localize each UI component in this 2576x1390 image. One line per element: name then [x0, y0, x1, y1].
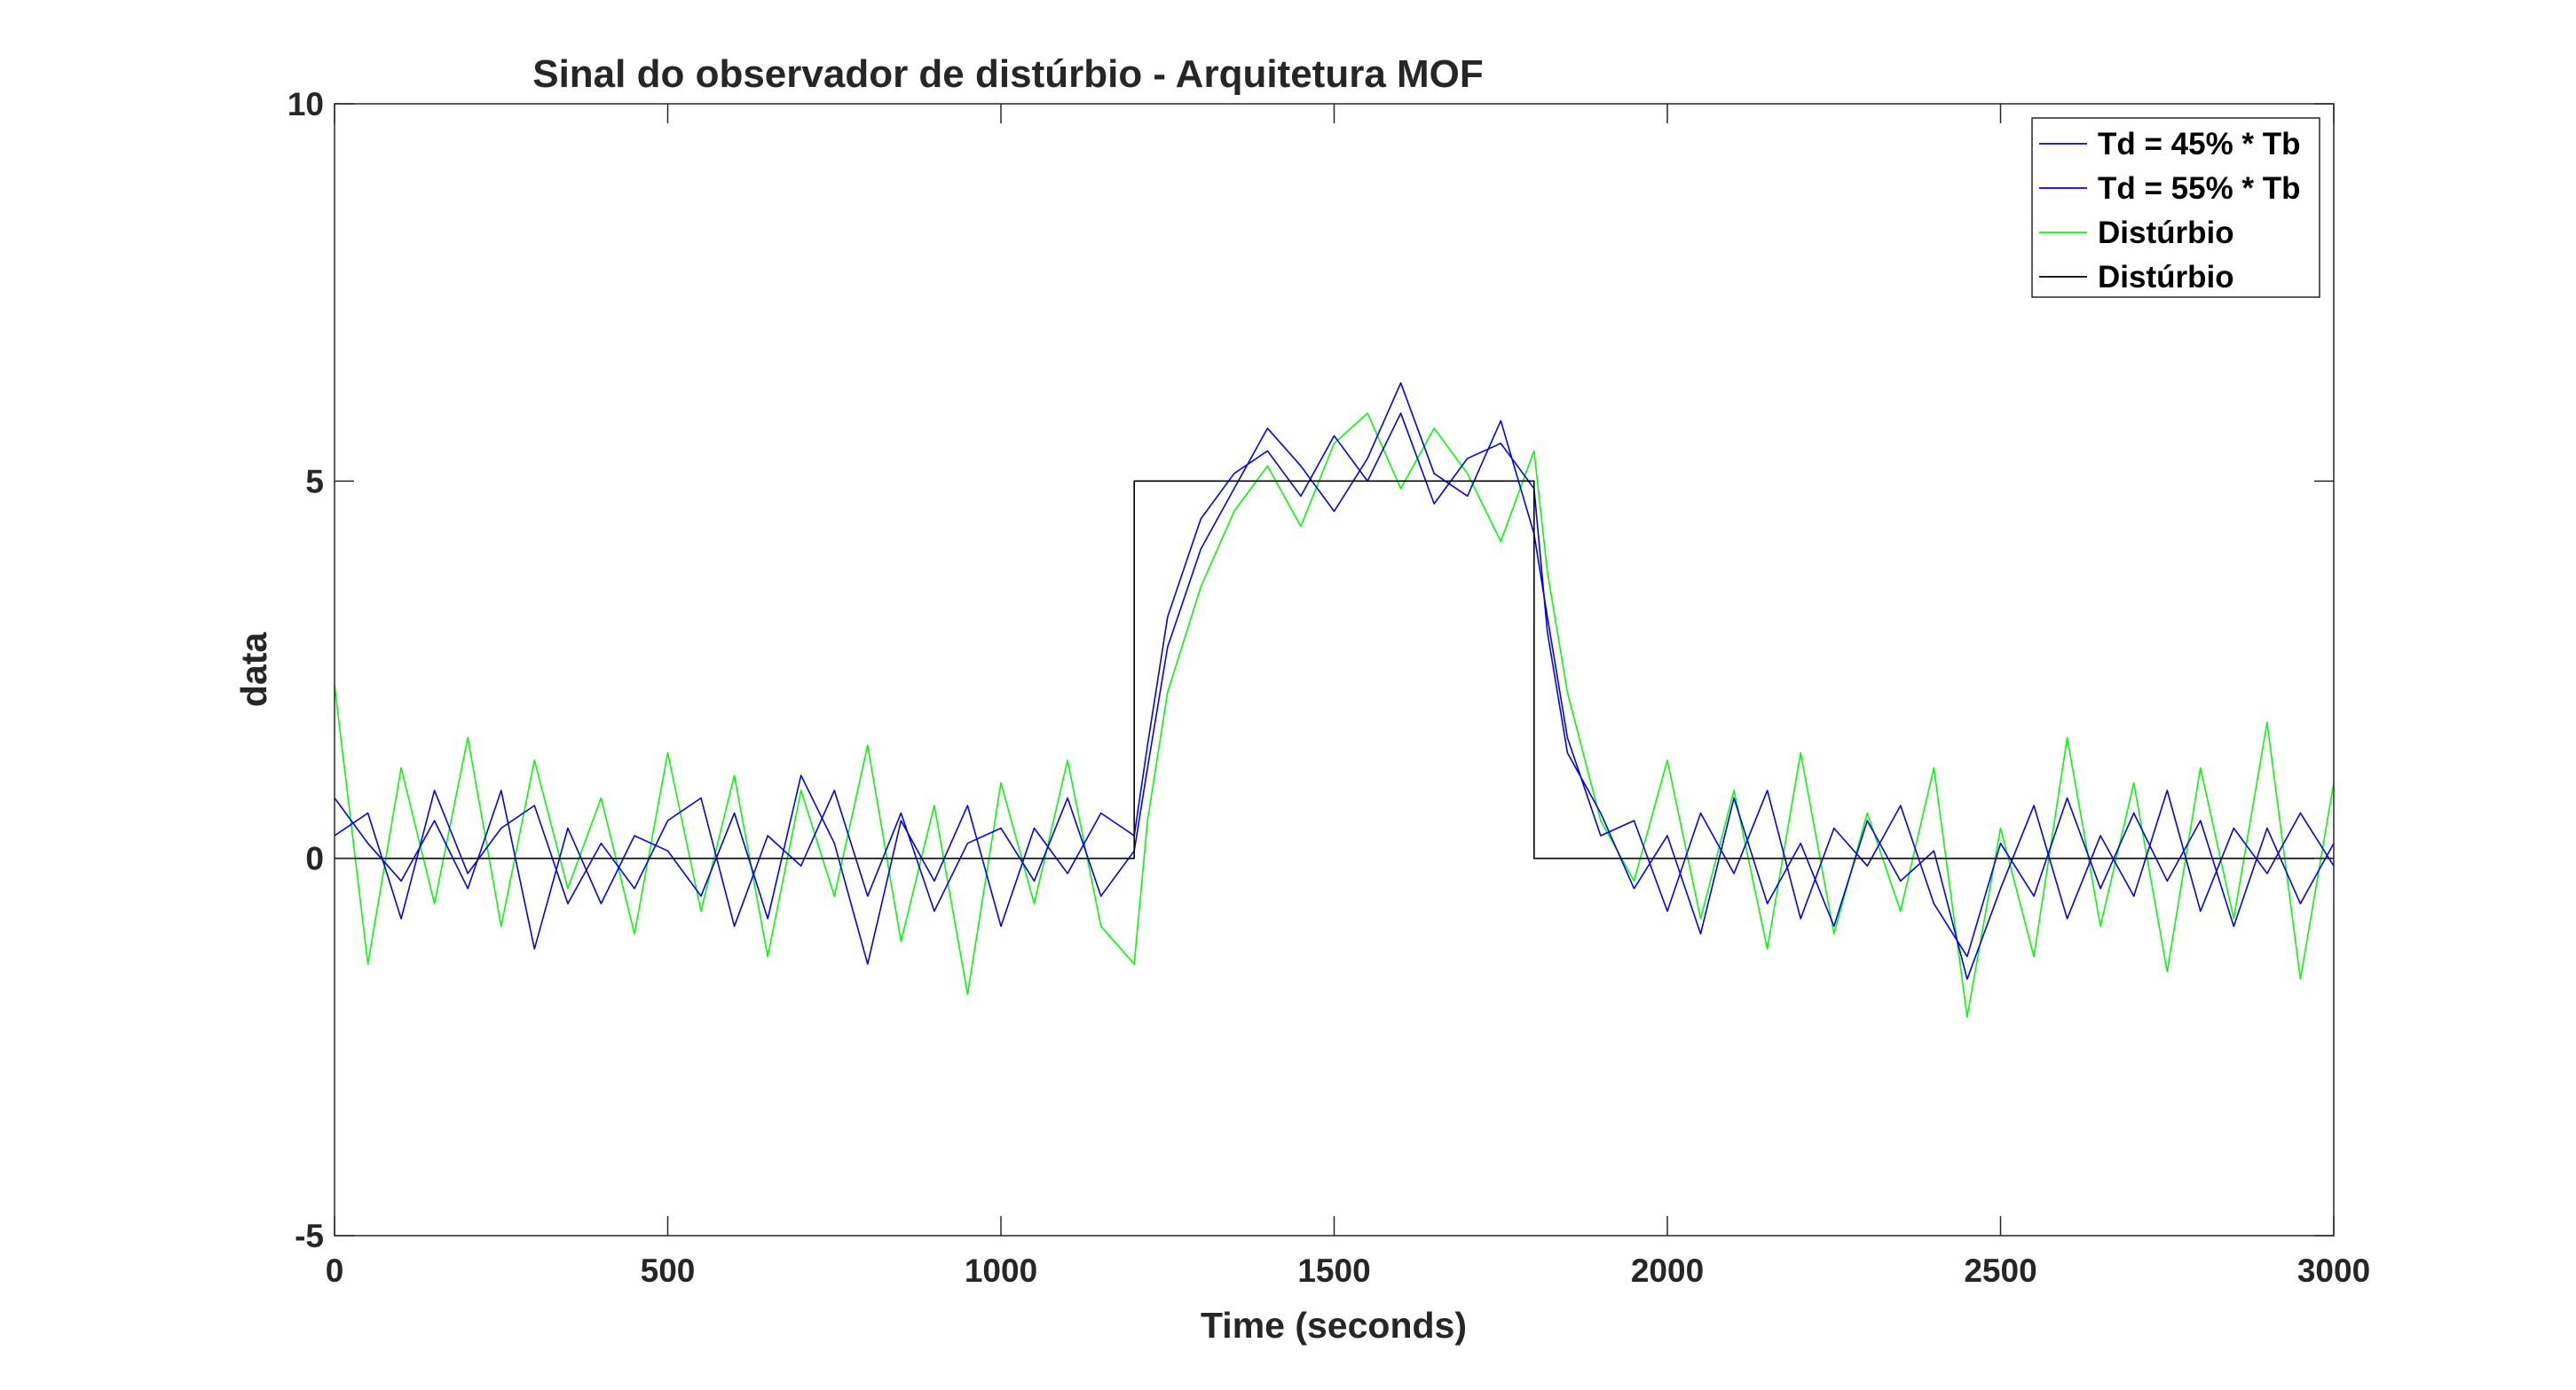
x-tick-label: 3000: [2297, 1253, 2370, 1289]
y-tick-label: 10: [288, 86, 324, 122]
legend-label-4: Distúrbio: [2098, 260, 2234, 294]
x-tick-label: 2500: [1964, 1253, 2036, 1289]
y-tick-label: 0: [305, 841, 324, 877]
series-line-4: [335, 480, 2334, 860]
legend: Td = 45% * Tb Td = 55% * Tb Distúrbio Distú…: [2031, 117, 2320, 298]
series-line-3: [334, 412, 2335, 1018]
y-axis-label: data: [233, 632, 274, 708]
x-axis-label: Time (seconds): [1201, 1305, 1467, 1346]
series-layer: [334, 381, 2335, 1018]
legend-label-2: Td = 55% * Tb: [2098, 171, 2301, 206]
x-tick-label: 1000: [965, 1253, 1037, 1289]
series-line-1: [334, 412, 2335, 980]
x-tick-label: 0: [326, 1253, 344, 1289]
legend-items: Td = 45% * Tb Td = 55% * Tb Distúrbio Distú…: [2039, 127, 2301, 294]
y-tick-label: 5: [305, 463, 324, 499]
legend-label-3: Distúrbio: [2098, 216, 2234, 250]
y-tick-label: -5: [295, 1218, 324, 1254]
x-axis: 0 500 1000 1500 2000 2500 3000: [326, 104, 2370, 1289]
x-tick-label: 1500: [1297, 1253, 1370, 1289]
legend-box: [2031, 117, 2320, 298]
chart-title: Sinal do observador de distúrbio - Arqui…: [532, 52, 1484, 96]
legend-label-1: Td = 45% * Tb: [2098, 127, 2301, 161]
plot-area: [335, 104, 2334, 1236]
series-line-2: [334, 381, 2335, 958]
x-tick-label: 2000: [1631, 1253, 1704, 1289]
x-tick-label: 500: [641, 1253, 696, 1289]
y-axis: -5 0 5 10: [288, 86, 2334, 1254]
